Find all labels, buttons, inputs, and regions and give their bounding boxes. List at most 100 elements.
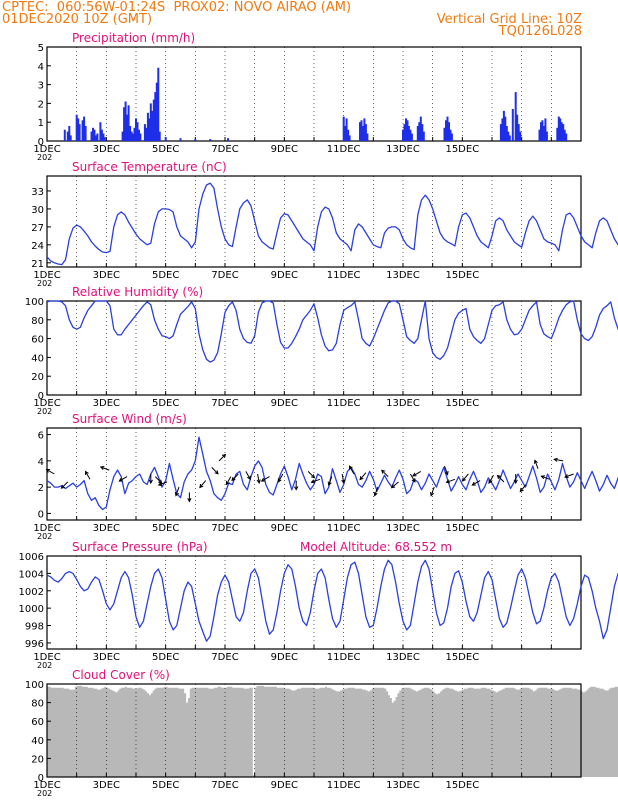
y-tick-label: 100	[25, 680, 44, 691]
precip-bar	[421, 124, 424, 141]
wind-arrow	[311, 478, 321, 483]
x-year-label: 202	[37, 153, 52, 162]
wind-arrow-head	[411, 478, 416, 483]
precip-bar	[544, 118, 547, 141]
wind-arrow	[462, 473, 469, 482]
precip-bar	[84, 126, 87, 141]
precip-bar	[422, 131, 425, 141]
precip-bar	[562, 124, 565, 141]
wind-arrow-head	[430, 492, 435, 497]
x-tick-label: 1DEC	[33, 523, 60, 534]
precip-bar	[93, 129, 96, 141]
precip-bar	[135, 118, 137, 141]
precip-bar	[102, 133, 105, 141]
wind-arrow	[381, 469, 389, 477]
precip-bar	[63, 129, 66, 141]
wind-arrow-head	[445, 479, 450, 484]
precip-bar	[139, 133, 142, 141]
wind-arrow	[211, 467, 219, 475]
precip-bar	[348, 135, 351, 141]
x-tick-label: 9DEC	[271, 523, 298, 534]
wind-arrow	[359, 472, 367, 480]
x-tick-label: 11DEC	[327, 652, 361, 663]
x-tick-label: 3DEC	[93, 270, 120, 281]
precip-bar	[77, 118, 80, 141]
wind-arrow	[119, 476, 128, 482]
precip-bar	[517, 124, 520, 141]
x-tick-label: 1DEC	[33, 652, 60, 663]
precip-bar	[538, 129, 541, 141]
precip-bar	[138, 129, 140, 141]
precip-bar	[418, 122, 421, 141]
wind-arrow-head	[412, 472, 417, 477]
wind-arrow	[430, 486, 435, 496]
precip-bar	[152, 99, 155, 141]
y-tick-label: 4	[38, 62, 44, 73]
precip-bar	[121, 131, 124, 141]
precip-bar	[406, 120, 409, 141]
precip-bar	[149, 103, 152, 141]
precip-bar	[99, 122, 102, 141]
series-line	[46, 182, 618, 266]
wind-arrow	[199, 480, 207, 488]
panel-frame	[46, 427, 582, 521]
wind-arrow	[175, 486, 180, 496]
y-tick-label: 1004	[19, 569, 44, 580]
wind-arrow	[534, 460, 539, 469]
wind-arrow	[307, 471, 315, 479]
precip-bar	[209, 139, 212, 141]
series-line	[46, 300, 618, 363]
x-tick-label: 13DEC	[386, 144, 420, 155]
precip-bar	[164, 137, 167, 141]
wind-arrow-head	[381, 469, 386, 474]
x-tick-label: 15DEC	[445, 270, 479, 281]
precip-bar	[342, 116, 345, 141]
wind-arrow	[554, 458, 564, 462]
precip-bar	[345, 118, 348, 141]
precip-bar	[542, 126, 545, 141]
precip-bar	[366, 133, 369, 141]
y-tick-label: 3	[38, 81, 44, 92]
precip-bar	[92, 127, 94, 141]
wind-arrow	[349, 465, 355, 475]
precip-bar	[448, 122, 450, 141]
x-tick-label: 5DEC	[152, 398, 179, 409]
y-tick-label: 1002	[19, 587, 44, 598]
precip-bar	[145, 127, 148, 141]
x-tick-label: 3DEC	[93, 780, 120, 791]
x-tick-label: 7DEC	[211, 652, 238, 663]
wind-arrow-head	[390, 484, 396, 489]
wind-arrow-head	[221, 453, 227, 459]
header-model-id: TQ0126L028	[498, 24, 582, 39]
y-tick-label: 27	[31, 223, 44, 234]
precip-bar	[126, 114, 129, 141]
y-tick-label: 20	[31, 754, 44, 765]
y-tick-label: 40	[31, 353, 44, 364]
wind-arrow-head	[174, 492, 179, 497]
wind-arrow-head	[118, 477, 123, 482]
wind-arrow	[391, 481, 399, 489]
precip-bar	[559, 118, 562, 141]
panel-frame	[46, 175, 582, 268]
y-tick-label: 40	[31, 736, 44, 747]
y-tick-label: 60	[31, 335, 44, 346]
precip-bar	[407, 126, 410, 141]
panel-title: Cloud Cover (%)	[72, 668, 170, 682]
x-tick-label: 3DEC	[93, 523, 120, 534]
precip-bar	[405, 118, 407, 141]
x-tick-label: 5DEC	[152, 523, 179, 534]
x-tick-label: 9DEC	[271, 144, 298, 155]
precip-bar	[504, 116, 507, 141]
precip-bar	[100, 129, 103, 141]
wind-arrow-head	[294, 486, 299, 491]
wind-arrow-head	[247, 475, 251, 481]
precip-bar	[194, 139, 197, 141]
precip-bar	[347, 129, 350, 141]
precip-bar	[359, 122, 361, 141]
precip-bar	[364, 124, 367, 141]
x-tick-label: 5DEC	[152, 270, 179, 281]
wind-arrow	[541, 475, 550, 480]
y-tick-label: 1000	[19, 604, 44, 615]
panel-frame	[46, 300, 582, 396]
